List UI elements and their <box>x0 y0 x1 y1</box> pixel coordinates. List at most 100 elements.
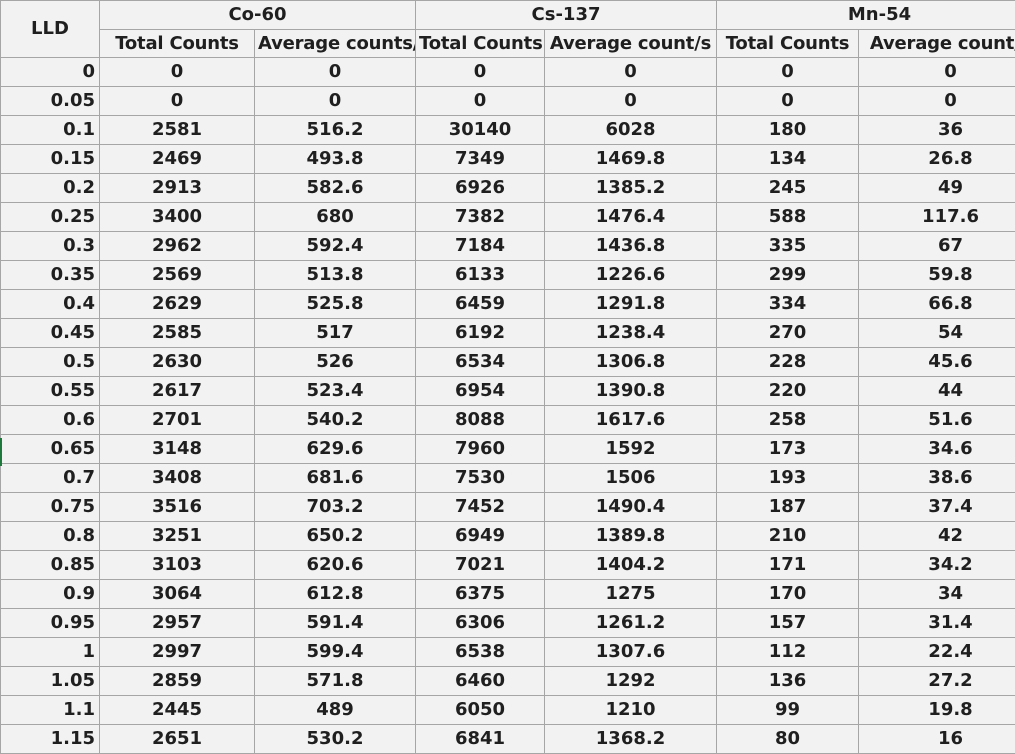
lld-cell[interactable]: 0.8 <box>1 522 100 551</box>
value-cell[interactable]: 193 <box>717 464 859 493</box>
value-cell[interactable]: 245 <box>717 174 859 203</box>
value-cell[interactable]: 335 <box>717 232 859 261</box>
value-cell[interactable]: 171 <box>717 551 859 580</box>
value-cell[interactable]: 6534 <box>416 348 545 377</box>
value-cell[interactable]: 1506 <box>545 464 717 493</box>
subheader-cell[interactable]: Total Counts <box>100 30 255 58</box>
value-cell[interactable]: 136 <box>717 667 859 696</box>
lld-cell[interactable]: 0 <box>1 58 100 87</box>
subheader-cell[interactable]: Total Counts <box>717 30 859 58</box>
value-cell[interactable]: 1210 <box>545 696 717 725</box>
value-cell[interactable]: 1238.4 <box>545 319 717 348</box>
value-cell[interactable]: 19.8 <box>859 696 1015 725</box>
lld-cell[interactable]: 0.75 <box>1 493 100 522</box>
lld-cell[interactable]: 0.65 <box>1 435 100 464</box>
value-cell[interactable]: 27.2 <box>859 667 1015 696</box>
value-cell[interactable]: 620.6 <box>255 551 416 580</box>
value-cell[interactable]: 0 <box>100 87 255 116</box>
value-cell[interactable]: 530.2 <box>255 725 416 754</box>
value-cell[interactable]: 134 <box>717 145 859 174</box>
value-cell[interactable]: 629.6 <box>255 435 416 464</box>
lld-cell[interactable]: 0.7 <box>1 464 100 493</box>
value-cell[interactable]: 680 <box>255 203 416 232</box>
value-cell[interactable]: 0 <box>416 58 545 87</box>
value-cell[interactable]: 2581 <box>100 116 255 145</box>
value-cell[interactable]: 489 <box>255 696 416 725</box>
value-cell[interactable]: 36 <box>859 116 1015 145</box>
lld-cell[interactable]: 0.4 <box>1 290 100 319</box>
value-cell[interactable]: 37.4 <box>859 493 1015 522</box>
value-cell[interactable]: 7452 <box>416 493 545 522</box>
value-cell[interactable]: 1307.6 <box>545 638 717 667</box>
value-cell[interactable]: 3148 <box>100 435 255 464</box>
value-cell[interactable]: 6841 <box>416 725 545 754</box>
value-cell[interactable]: 45.6 <box>859 348 1015 377</box>
value-cell[interactable]: 117.6 <box>859 203 1015 232</box>
value-cell[interactable]: 67 <box>859 232 1015 261</box>
lld-cell[interactable]: 0.45 <box>1 319 100 348</box>
value-cell[interactable]: 157 <box>717 609 859 638</box>
value-cell[interactable]: 0 <box>717 58 859 87</box>
value-cell[interactable]: 3516 <box>100 493 255 522</box>
value-cell[interactable]: 220 <box>717 377 859 406</box>
lld-cell[interactable]: 0.15 <box>1 145 100 174</box>
subheader-cell[interactable]: Average count/s <box>859 30 1015 58</box>
value-cell[interactable]: 7382 <box>416 203 545 232</box>
value-cell[interactable]: 173 <box>717 435 859 464</box>
value-cell[interactable]: 3251 <box>100 522 255 551</box>
value-cell[interactable]: 1306.8 <box>545 348 717 377</box>
value-cell[interactable]: 49 <box>859 174 1015 203</box>
lld-cell[interactable]: 1.05 <box>1 667 100 696</box>
value-cell[interactable]: 2585 <box>100 319 255 348</box>
value-cell[interactable]: 59.8 <box>859 261 1015 290</box>
header-cell-mn54[interactable]: Mn-54 <box>717 1 1015 30</box>
value-cell[interactable]: 2569 <box>100 261 255 290</box>
value-cell[interactable]: 6133 <box>416 261 545 290</box>
value-cell[interactable]: 31.4 <box>859 609 1015 638</box>
value-cell[interactable]: 30140 <box>416 116 545 145</box>
value-cell[interactable]: 1476.4 <box>545 203 717 232</box>
value-cell[interactable]: 6192 <box>416 319 545 348</box>
value-cell[interactable]: 2469 <box>100 145 255 174</box>
value-cell[interactable]: 7184 <box>416 232 545 261</box>
value-cell[interactable]: 7530 <box>416 464 545 493</box>
value-cell[interactable]: 681.6 <box>255 464 416 493</box>
value-cell[interactable]: 299 <box>717 261 859 290</box>
value-cell[interactable]: 2701 <box>100 406 255 435</box>
value-cell[interactable]: 1390.8 <box>545 377 717 406</box>
value-cell[interactable]: 34 <box>859 580 1015 609</box>
value-cell[interactable]: 334 <box>717 290 859 319</box>
value-cell[interactable]: 599.4 <box>255 638 416 667</box>
value-cell[interactable]: 6028 <box>545 116 717 145</box>
value-cell[interactable]: 7960 <box>416 435 545 464</box>
value-cell[interactable]: 6050 <box>416 696 545 725</box>
value-cell[interactable]: 34.2 <box>859 551 1015 580</box>
value-cell[interactable]: 540.2 <box>255 406 416 435</box>
value-cell[interactable]: 582.6 <box>255 174 416 203</box>
value-cell[interactable]: 592.4 <box>255 232 416 261</box>
lld-cell[interactable]: 1.15 <box>1 725 100 754</box>
value-cell[interactable]: 187 <box>717 493 859 522</box>
subheader-cell[interactable]: Total Counts <box>416 30 545 58</box>
lld-cell[interactable]: 0.05 <box>1 87 100 116</box>
value-cell[interactable]: 703.2 <box>255 493 416 522</box>
value-cell[interactable]: 210 <box>717 522 859 551</box>
value-cell[interactable]: 66.8 <box>859 290 1015 319</box>
value-cell[interactable]: 612.8 <box>255 580 416 609</box>
value-cell[interactable]: 6460 <box>416 667 545 696</box>
value-cell[interactable]: 22.4 <box>859 638 1015 667</box>
value-cell[interactable]: 0 <box>859 87 1015 116</box>
header-cell-cs137[interactable]: Cs-137 <box>416 1 717 30</box>
value-cell[interactable]: 80 <box>717 725 859 754</box>
value-cell[interactable]: 228 <box>717 348 859 377</box>
value-cell[interactable]: 516.2 <box>255 116 416 145</box>
value-cell[interactable]: 3400 <box>100 203 255 232</box>
value-cell[interactable]: 38.6 <box>859 464 1015 493</box>
value-cell[interactable]: 99 <box>717 696 859 725</box>
value-cell[interactable]: 6926 <box>416 174 545 203</box>
value-cell[interactable]: 1389.8 <box>545 522 717 551</box>
value-cell[interactable]: 2913 <box>100 174 255 203</box>
value-cell[interactable]: 170 <box>717 580 859 609</box>
lld-cell[interactable]: 0.9 <box>1 580 100 609</box>
value-cell[interactable]: 2997 <box>100 638 255 667</box>
